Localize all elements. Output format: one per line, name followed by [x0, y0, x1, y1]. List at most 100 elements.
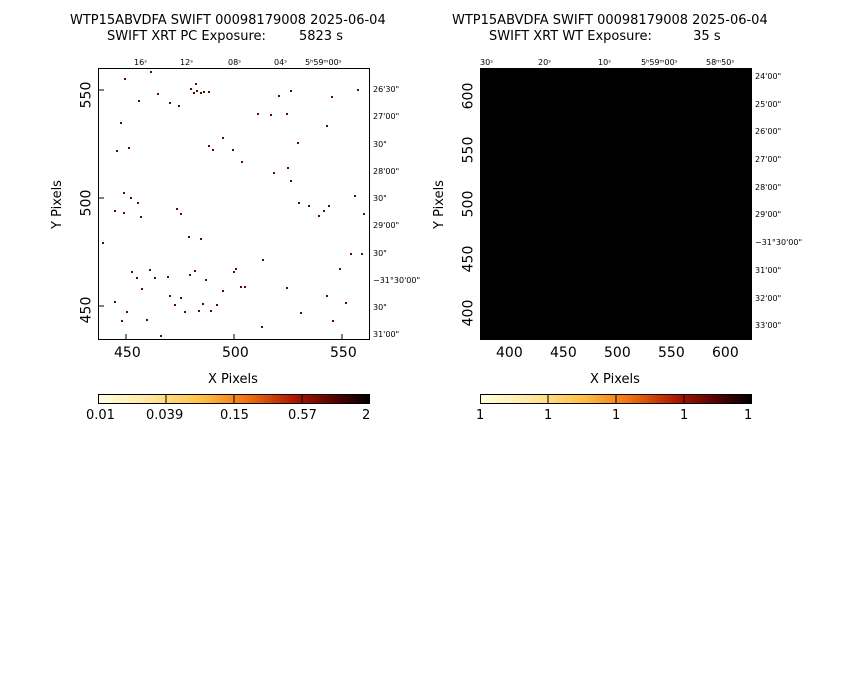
left-colorbar-label: 0.039 — [146, 408, 184, 423]
right-ra-label: 30ˢ — [480, 58, 494, 67]
event-pixel — [208, 145, 210, 147]
right-colorbar-label: 1 — [544, 408, 553, 423]
event-pixel — [102, 242, 104, 244]
right-x-tick-label: 450 — [550, 345, 577, 361]
event-pixel — [123, 212, 125, 214]
left-dec-label: 30" — [373, 303, 387, 312]
event-pixel — [350, 253, 352, 255]
event-pixel — [332, 320, 334, 322]
event-pixel — [130, 197, 132, 199]
event-pixel — [131, 271, 133, 273]
event-pixel — [278, 95, 280, 97]
left-dec-label: 30" — [373, 249, 387, 258]
left-x-tick-label: 550 — [330, 345, 357, 361]
event-pixel — [287, 167, 289, 169]
left-title-line2: SWIFT XRT PC Exposure: 5823 s — [107, 29, 343, 44]
left-dec-label: 30" — [373, 140, 387, 149]
event-pixel — [169, 102, 171, 104]
event-pixel — [128, 147, 130, 149]
event-pixel — [286, 287, 288, 289]
event-pixel — [126, 311, 128, 313]
right-x-tick-label: 500 — [604, 345, 631, 361]
event-pixel — [222, 137, 224, 139]
event-pixel — [323, 210, 325, 212]
event-pixel — [123, 192, 125, 194]
event-pixel — [198, 310, 200, 312]
left-ra-label: 08ˢ — [228, 58, 242, 67]
left-dec-label: −31°30'00" — [373, 276, 421, 285]
event-pixel — [169, 295, 171, 297]
event-pixel — [137, 202, 139, 204]
left-dec-label: 30" — [373, 194, 387, 203]
event-pixel — [262, 259, 264, 261]
left-colorbar-label: 0.15 — [220, 408, 249, 423]
left-dec-label: 26'30" — [373, 85, 400, 94]
event-pixel — [328, 205, 330, 207]
event-pixel — [141, 288, 143, 290]
event-pixel — [157, 93, 159, 95]
event-pixel — [216, 304, 218, 306]
left-x-axis-label: X Pixels — [208, 372, 258, 387]
event-pixel — [233, 271, 235, 273]
right-colorbar-label: 1 — [744, 408, 753, 423]
event-pixel — [222, 290, 224, 292]
right-dec-label: 26'00" — [755, 127, 782, 136]
event-pixel — [208, 91, 210, 93]
left-colorbar-label: 2 — [362, 408, 371, 423]
event-pixel — [210, 310, 212, 312]
left-dec-label: 27'00" — [373, 112, 400, 121]
left-dec-label: 29'00" — [373, 221, 400, 230]
event-pixel — [149, 269, 151, 271]
right-dec-label: 31'00" — [755, 266, 782, 275]
event-pixel — [354, 195, 356, 197]
event-pixel — [124, 78, 126, 80]
event-pixel — [363, 213, 365, 215]
event-pixel — [121, 320, 123, 322]
event-pixel — [326, 125, 328, 127]
left-ra-label: 04ˢ — [274, 58, 288, 67]
right-dec-label: 33'00" — [755, 321, 782, 330]
event-pixel — [270, 114, 272, 116]
right-dec-label: 25'00" — [755, 100, 782, 109]
right-dec-label: 28'00" — [755, 183, 782, 192]
right-dec-label: 32'00" — [755, 294, 782, 303]
event-pixel — [196, 90, 198, 92]
event-pixel — [200, 238, 202, 240]
event-pixel — [290, 90, 292, 92]
left-ra-label: 16ˢ — [134, 58, 148, 67]
event-pixel — [203, 91, 205, 93]
event-pixel — [318, 215, 320, 217]
left-colorbar-label: 0.01 — [86, 408, 115, 423]
event-pixel — [273, 172, 275, 174]
event-pixel — [202, 303, 204, 305]
left-title-line1: WTP15ABVDFA SWIFT 00098179008 2025-06-04 — [70, 13, 386, 28]
event-pixel — [261, 326, 263, 328]
event-pixel — [297, 142, 299, 144]
event-pixel — [361, 253, 363, 255]
event-pixel — [114, 301, 116, 303]
right-x-tick-label: 600 — [712, 345, 739, 361]
event-pixel — [339, 268, 341, 270]
event-pixel — [138, 100, 140, 102]
event-pixel — [167, 276, 169, 278]
event-pixel — [154, 277, 156, 279]
right-image-frame[interactable] — [480, 68, 752, 340]
event-pixel — [190, 88, 192, 90]
right-dec-label: 24'00" — [755, 72, 782, 81]
right-colorbar-label: 1 — [612, 408, 621, 423]
event-pixel — [244, 286, 246, 288]
event-pixel — [120, 122, 122, 124]
event-pixel — [357, 89, 359, 91]
right-x-axis-label: X Pixels — [590, 372, 640, 387]
event-pixel — [180, 213, 182, 215]
event-pixel — [235, 268, 237, 270]
left-x-tick-label: 450 — [114, 345, 141, 361]
event-pixel — [286, 113, 288, 115]
event-pixel — [178, 105, 180, 107]
event-pixel — [232, 149, 234, 151]
event-pixel — [290, 180, 292, 182]
left-x-tick-label: 500 — [222, 345, 249, 361]
right-x-tick-label: 400 — [496, 345, 523, 361]
